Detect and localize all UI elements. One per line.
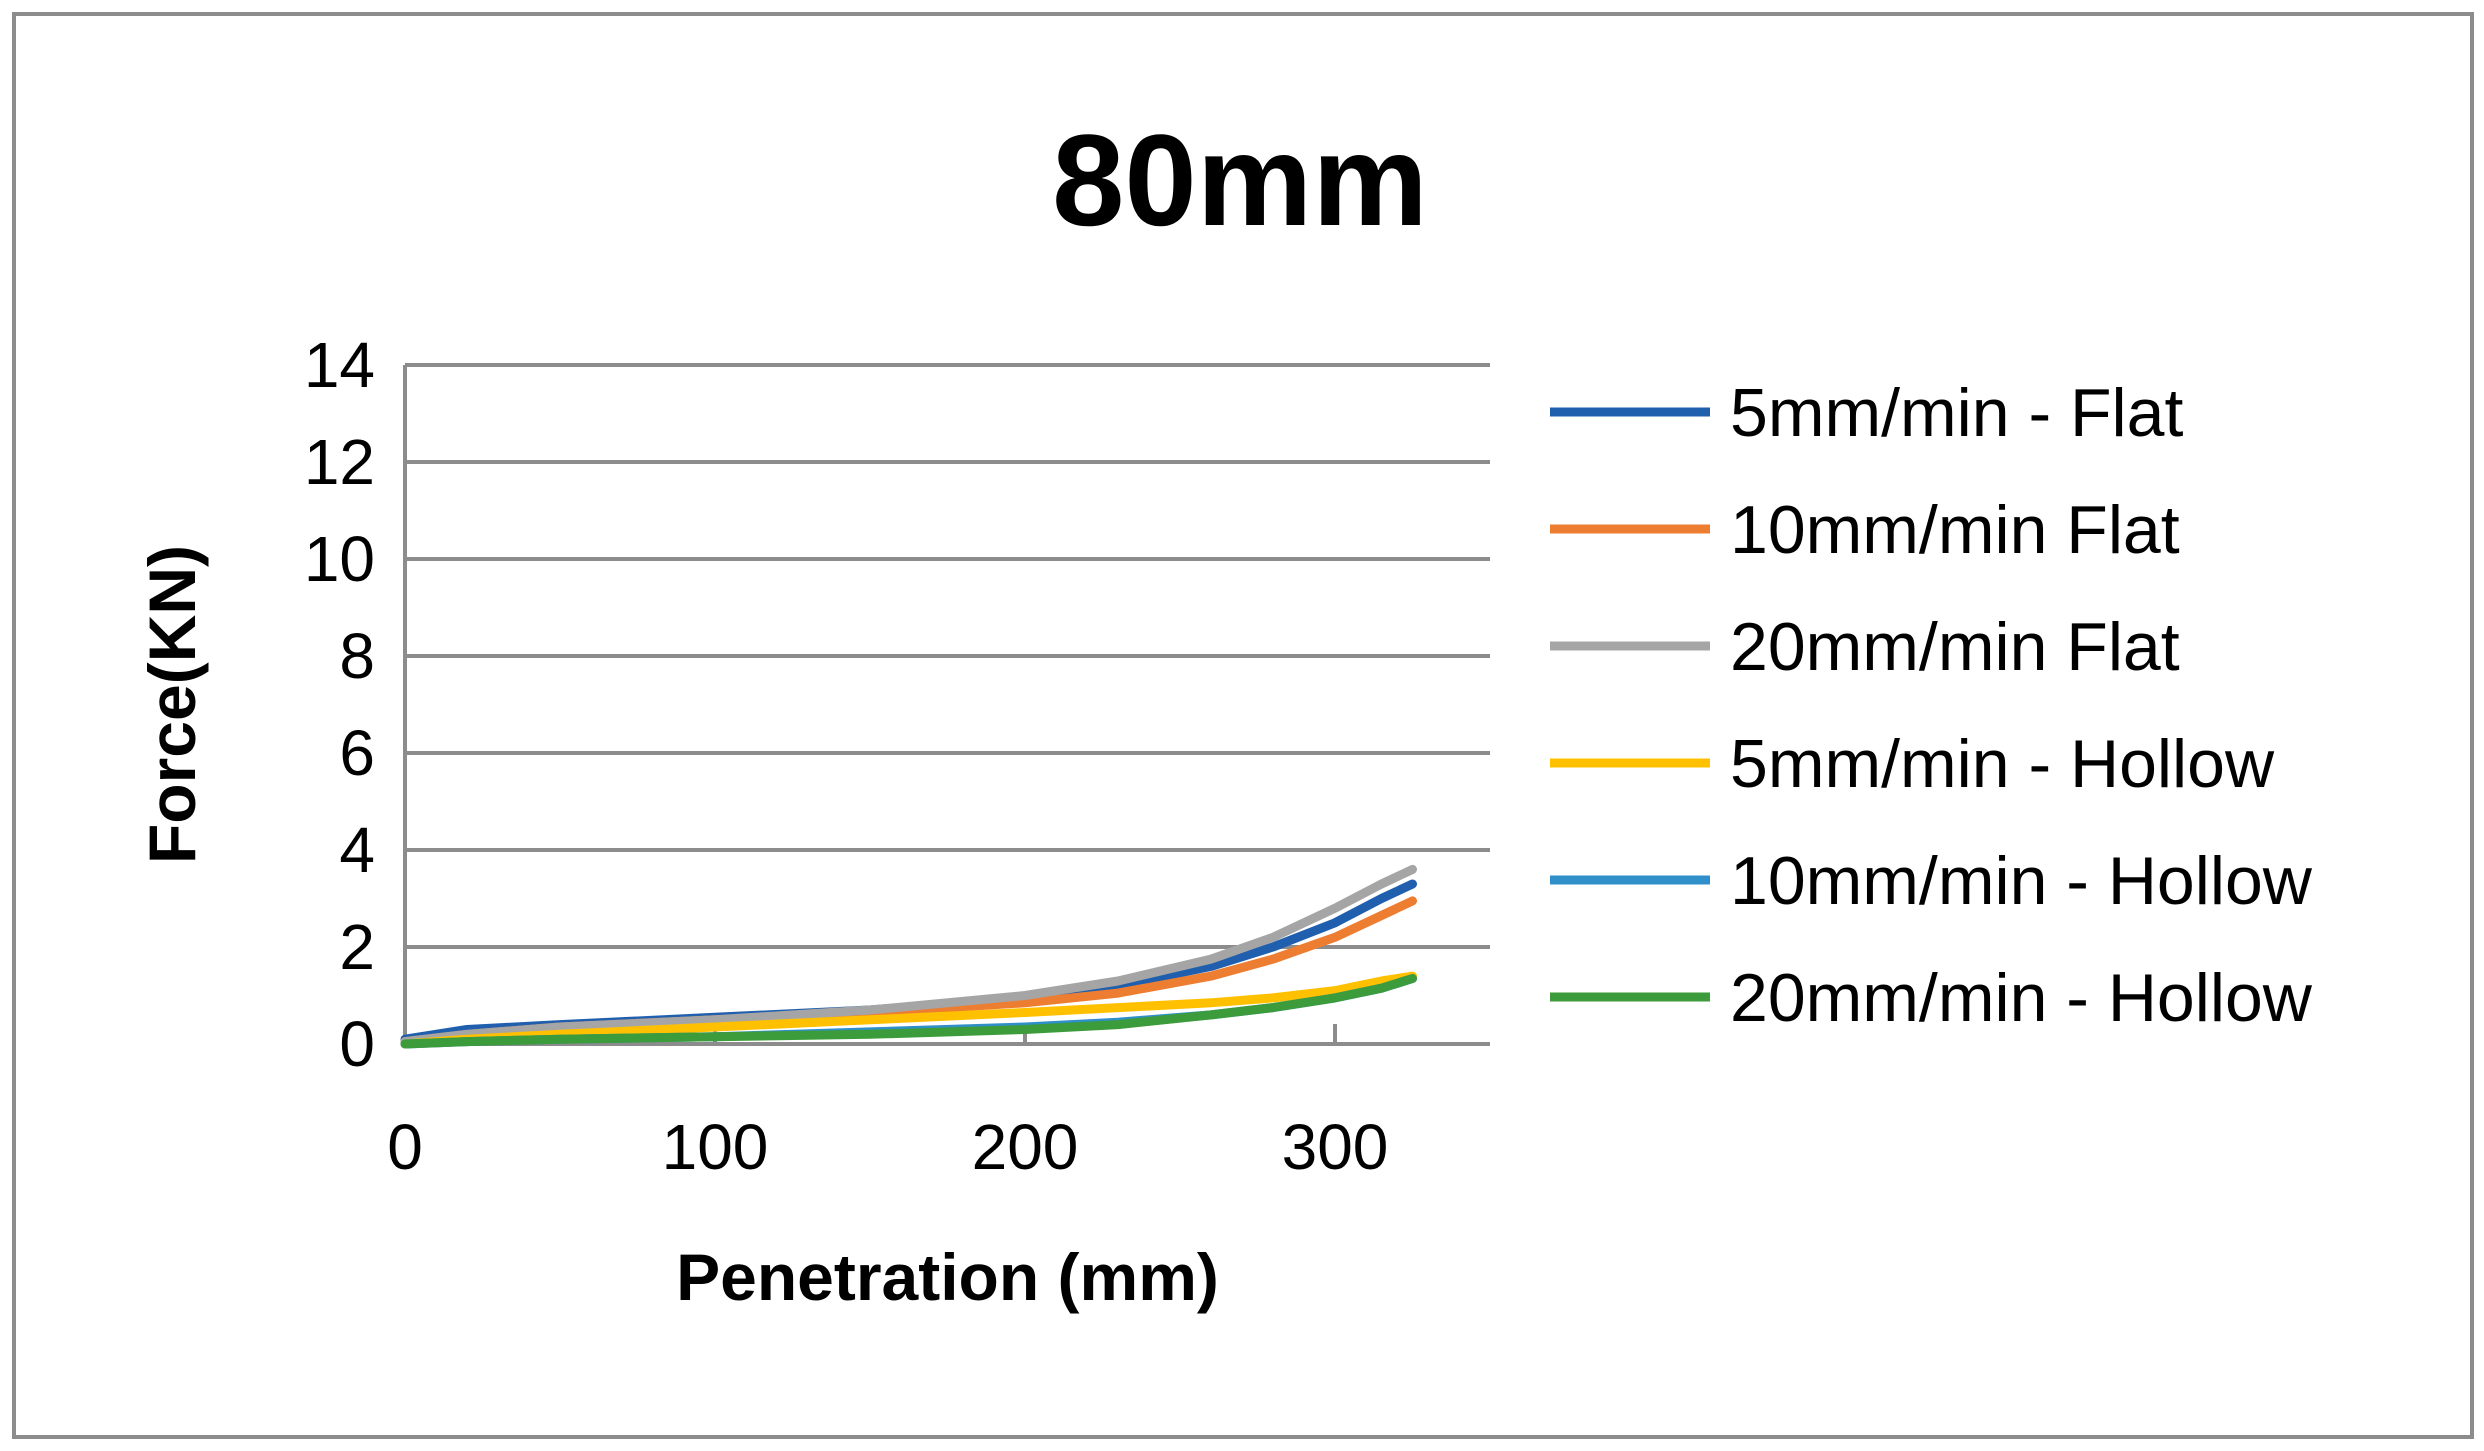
x-tick-label: 300 (1282, 1111, 1389, 1183)
legend-label-0: 5mm/min - Flat (1730, 375, 2183, 451)
legend-label-1: 10mm/min Flat (1730, 492, 2180, 568)
y-axis-title: Force(KN) (135, 545, 209, 864)
series-lines (400, 864, 1417, 1049)
y-tick-label: 4 (339, 814, 375, 886)
series-line-5 (400, 974, 1417, 1049)
y-tick-label: 0 (339, 1008, 375, 1080)
y-tick-labels: 0 2 4 6 8 10 12 14 (304, 329, 375, 1080)
y-tick-label: 10 (304, 523, 375, 595)
y-tick-label: 14 (304, 329, 375, 401)
legend-label-3: 5mm/min - Hollow (1730, 726, 2275, 802)
x-tick-label: 200 (972, 1111, 1079, 1183)
series-line-2 (400, 864, 1417, 1047)
y-tick-label: 2 (339, 911, 375, 983)
legend-label-2: 20mm/min Flat (1730, 609, 2180, 685)
x-tick-label: 100 (662, 1111, 769, 1183)
y-tick-label: 8 (339, 620, 375, 692)
y-tick-label: 12 (304, 426, 375, 498)
legend-label-4: 10mm/min - Hollow (1730, 843, 2313, 919)
x-tick-labels: 0 100 200 300 (387, 1024, 1388, 1183)
legend-label-5: 20mm/min - Hollow (1730, 960, 2313, 1036)
chart-border (12, 12, 2474, 1439)
x-axis-title: Penetration (mm) (676, 1240, 1219, 1314)
legend: 5mm/min - Flat 10mm/min Flat 20mm/min Flat… (1550, 375, 2313, 1036)
x-tick-label: 0 (387, 1111, 423, 1183)
chart-title: 80mm (1052, 107, 1428, 253)
y-tick-label: 6 (339, 717, 375, 789)
